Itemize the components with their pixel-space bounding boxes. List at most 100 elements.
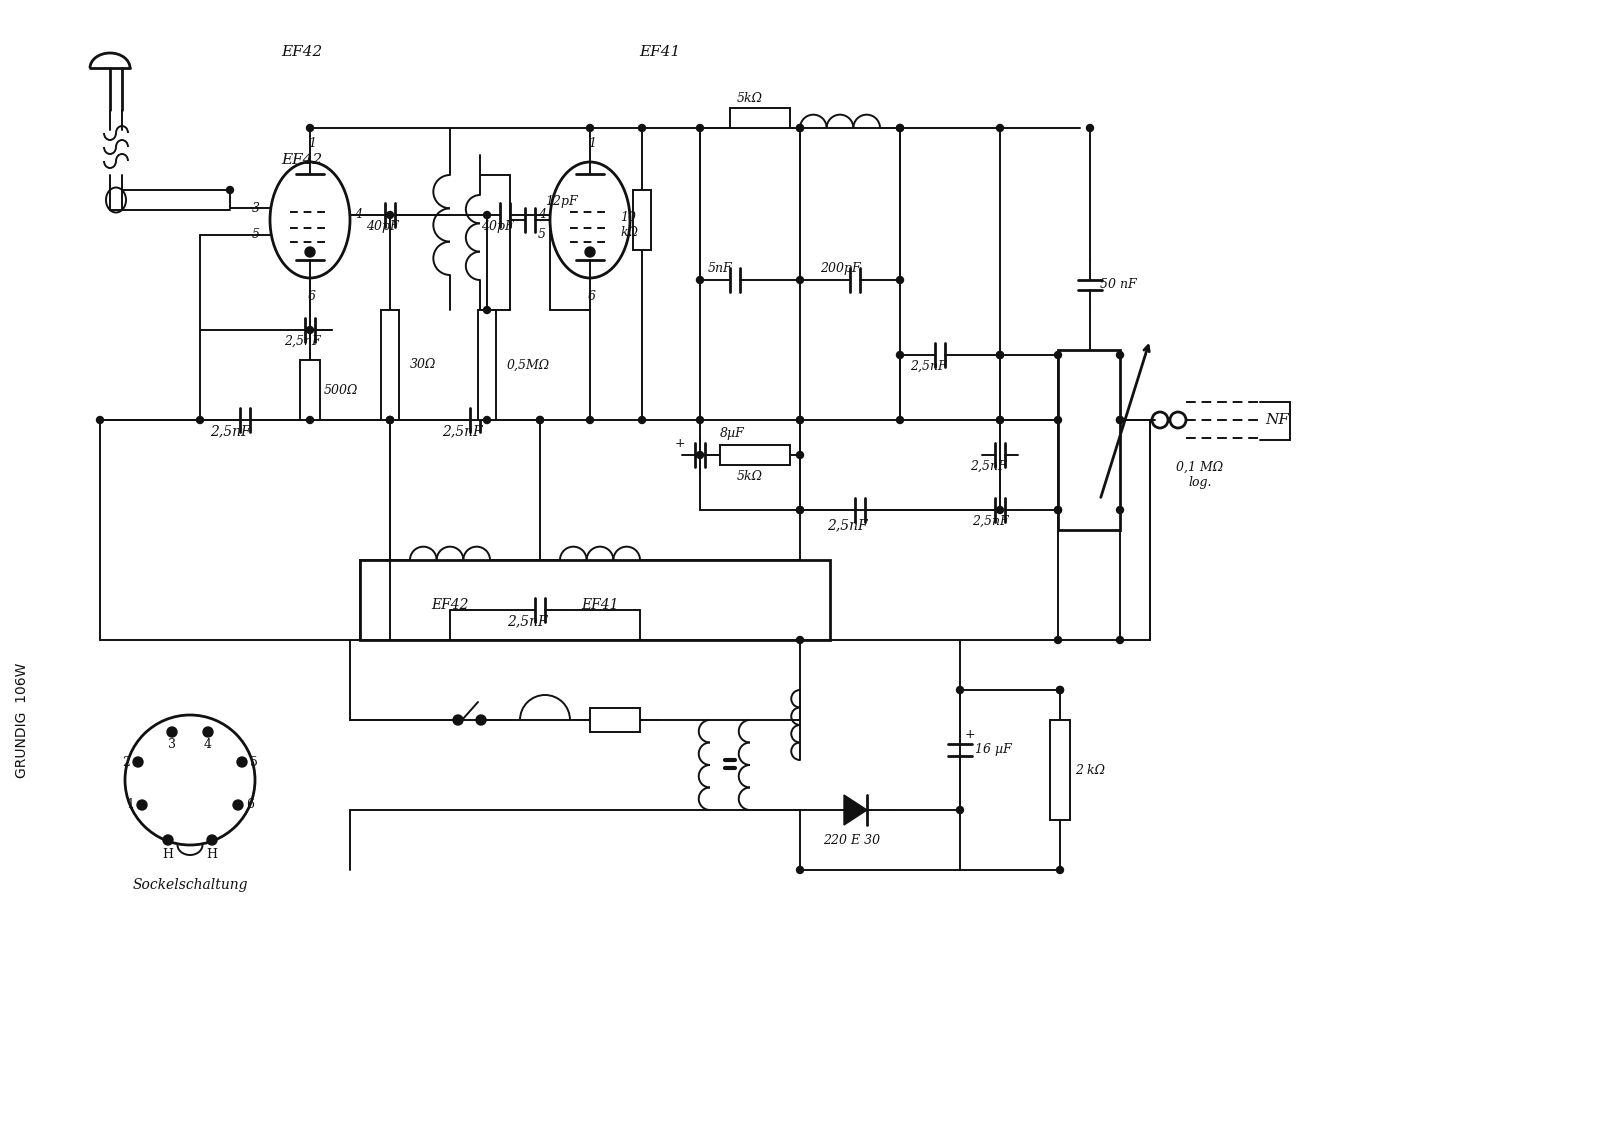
Circle shape xyxy=(896,276,904,283)
Text: +: + xyxy=(675,437,685,451)
Text: 0,1 MΩ
log.: 0,1 MΩ log. xyxy=(1176,461,1224,489)
Circle shape xyxy=(696,125,704,131)
Circle shape xyxy=(1117,506,1123,514)
Circle shape xyxy=(587,417,594,423)
Circle shape xyxy=(227,187,234,194)
Circle shape xyxy=(696,276,704,283)
Circle shape xyxy=(1117,417,1123,423)
Bar xyxy=(730,108,790,128)
Text: 50 nF: 50 nF xyxy=(1101,278,1136,292)
Text: 4: 4 xyxy=(205,738,211,751)
Text: 30Ω: 30Ω xyxy=(410,359,437,371)
Text: 2 kΩ: 2 kΩ xyxy=(1075,763,1106,777)
Circle shape xyxy=(234,800,243,811)
Text: GRUNDIG  106W: GRUNDIG 106W xyxy=(14,662,29,778)
Text: 2: 2 xyxy=(122,755,130,769)
Circle shape xyxy=(96,417,104,423)
Circle shape xyxy=(896,125,904,131)
Bar xyxy=(381,310,398,420)
Circle shape xyxy=(1054,417,1061,423)
Circle shape xyxy=(166,727,178,737)
Bar xyxy=(720,445,790,465)
Text: 6: 6 xyxy=(307,290,317,303)
Circle shape xyxy=(477,715,486,724)
Circle shape xyxy=(536,417,544,423)
Text: 40pF: 40pF xyxy=(366,220,398,233)
Circle shape xyxy=(957,806,963,814)
Circle shape xyxy=(307,125,314,131)
Circle shape xyxy=(896,417,904,423)
Text: 1: 1 xyxy=(589,137,595,151)
Circle shape xyxy=(797,506,803,514)
Circle shape xyxy=(797,506,803,514)
Circle shape xyxy=(1054,352,1061,359)
Circle shape xyxy=(133,757,142,767)
Circle shape xyxy=(453,715,462,724)
Circle shape xyxy=(163,835,173,844)
Circle shape xyxy=(997,352,1003,359)
Text: 8µF: 8µF xyxy=(720,427,744,439)
Circle shape xyxy=(307,326,314,334)
Circle shape xyxy=(797,276,803,283)
Text: EF41: EF41 xyxy=(581,598,619,612)
Circle shape xyxy=(197,417,203,423)
Text: EF42: EF42 xyxy=(282,45,323,59)
Circle shape xyxy=(203,727,213,737)
Text: 5: 5 xyxy=(250,755,258,769)
Text: 4: 4 xyxy=(354,208,362,222)
Text: 500Ω: 500Ω xyxy=(323,384,358,396)
Circle shape xyxy=(997,417,1003,423)
Text: 12pF: 12pF xyxy=(546,196,578,208)
Circle shape xyxy=(1054,506,1061,514)
Circle shape xyxy=(1086,125,1093,131)
Text: 5kΩ: 5kΩ xyxy=(738,470,763,483)
Circle shape xyxy=(638,125,645,131)
Text: 2,5nF: 2,5nF xyxy=(910,360,946,374)
Text: 1: 1 xyxy=(307,137,317,151)
Text: 2,5nF: 2,5nF xyxy=(971,515,1008,528)
Text: +: + xyxy=(965,729,976,741)
Bar xyxy=(478,310,496,420)
Text: 1: 1 xyxy=(126,798,134,812)
Text: 5kΩ: 5kΩ xyxy=(738,92,763,104)
Circle shape xyxy=(797,452,803,458)
Circle shape xyxy=(896,352,904,359)
Bar xyxy=(1058,350,1120,530)
Circle shape xyxy=(797,417,803,423)
Circle shape xyxy=(797,636,803,643)
Circle shape xyxy=(206,835,218,844)
Text: 2,5nF: 2,5nF xyxy=(827,518,867,532)
Circle shape xyxy=(997,352,1003,359)
Bar xyxy=(590,708,640,732)
Circle shape xyxy=(387,212,394,218)
Circle shape xyxy=(587,125,594,131)
Circle shape xyxy=(696,417,704,423)
Circle shape xyxy=(797,125,803,131)
Circle shape xyxy=(1056,686,1064,694)
Text: 10
kΩ: 10 kΩ xyxy=(621,211,638,239)
Text: 3: 3 xyxy=(253,201,259,214)
Circle shape xyxy=(696,452,704,458)
Circle shape xyxy=(797,125,803,131)
Text: EF41: EF41 xyxy=(640,45,680,59)
Text: 0,5MΩ: 0,5MΩ xyxy=(507,359,550,371)
Text: EF42: EF42 xyxy=(282,153,323,168)
Circle shape xyxy=(483,307,491,314)
Circle shape xyxy=(307,417,314,423)
Text: 5nF: 5nF xyxy=(707,261,733,275)
Text: 5: 5 xyxy=(538,229,546,241)
Bar xyxy=(634,190,651,250)
Circle shape xyxy=(536,417,544,423)
Text: 40pF: 40pF xyxy=(480,220,514,233)
Circle shape xyxy=(957,686,963,694)
Circle shape xyxy=(896,125,904,131)
Bar xyxy=(301,360,320,420)
Text: 5: 5 xyxy=(253,229,259,241)
Circle shape xyxy=(1054,506,1061,514)
Circle shape xyxy=(483,417,491,423)
Circle shape xyxy=(997,506,1003,514)
Circle shape xyxy=(1056,866,1064,874)
Text: 2,5nF: 2,5nF xyxy=(442,424,482,438)
Circle shape xyxy=(138,800,147,811)
Circle shape xyxy=(638,417,645,423)
